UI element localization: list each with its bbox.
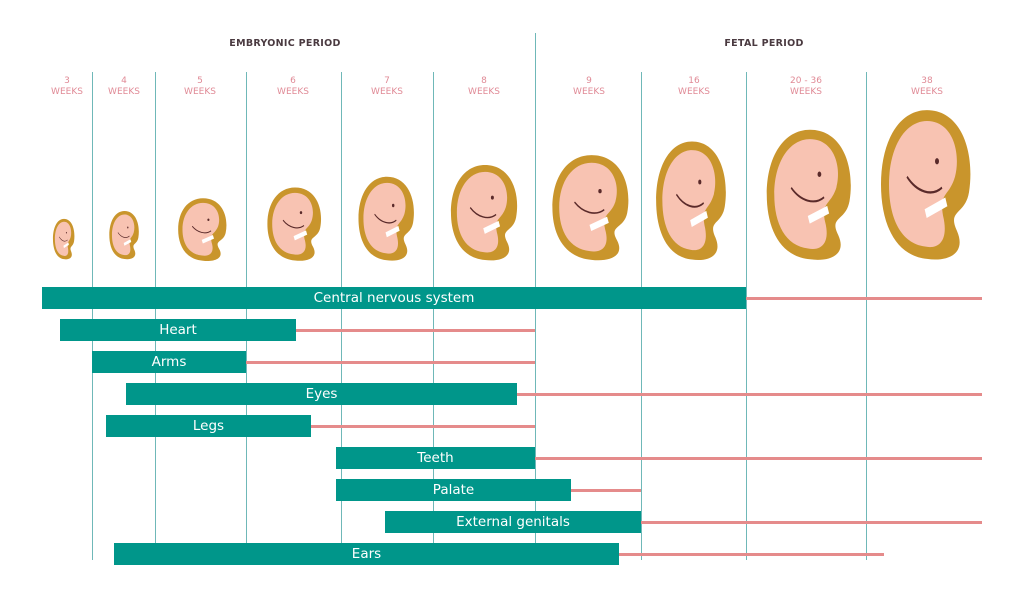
less-sensitive-period-line: [641, 521, 982, 524]
fetus-illustration: [552, 155, 629, 261]
stage-unit: WEEKS: [51, 87, 83, 97]
stage-label: 7 WEEKS: [371, 76, 403, 98]
fetus-illustration: [52, 218, 75, 260]
fetus-illustration: [766, 129, 851, 260]
stage-number: 20 - 36: [790, 76, 822, 86]
stage-unit: WEEKS: [108, 87, 140, 97]
critical-period-bar: Legs: [106, 415, 311, 437]
stage-number: 6: [290, 76, 296, 86]
critical-period-bar: Ears: [114, 543, 619, 565]
critical-period-bar: Arms: [92, 351, 246, 373]
critical-period-bar: Teeth: [336, 447, 535, 469]
critical-period-bar: Eyes: [126, 383, 517, 405]
critical-period-bar: External genitals: [385, 511, 641, 533]
stage-label: 4 WEEKS: [108, 76, 140, 98]
less-sensitive-period-line: [535, 457, 982, 460]
period-label-fetal: FETAL PERIOD: [724, 38, 804, 49]
less-sensitive-period-line: [311, 425, 535, 428]
stage-label: 6 WEEKS: [277, 76, 309, 98]
column-divider: [155, 72, 156, 560]
fetus-illustration: [358, 176, 414, 261]
stage-number: 9: [586, 76, 592, 86]
stage-unit: WEEKS: [468, 87, 500, 97]
stage-label: 16 WEEKS: [678, 76, 710, 98]
less-sensitive-period-line: [296, 329, 535, 332]
critical-period-bar: Palate: [336, 479, 571, 501]
stage-number: 16: [688, 76, 700, 86]
column-divider: [92, 72, 93, 560]
fetus-illustration: [267, 187, 322, 261]
stage-label: 20 - 36 WEEKS: [790, 76, 822, 98]
less-sensitive-period-line: [571, 489, 641, 492]
stage-label: 5 WEEKS: [184, 76, 216, 98]
fetus-illustration: [109, 211, 139, 260]
period-label-embryonic: EMBRYONIC PERIOD: [229, 38, 341, 49]
fetus-illustration: [450, 164, 518, 261]
less-sensitive-period-line: [746, 297, 982, 300]
stage-unit: WEEKS: [790, 87, 822, 97]
column-divider: [641, 72, 642, 560]
column-divider: [246, 72, 247, 560]
less-sensitive-period-line: [517, 393, 982, 396]
stage-unit: WEEKS: [573, 87, 605, 97]
stage-number: 38: [921, 76, 933, 86]
column-divider: [746, 72, 747, 560]
stage-unit: WEEKS: [911, 87, 943, 97]
column-divider: [341, 72, 342, 560]
fetus-illustration: [881, 110, 971, 260]
fetus-illustration: [178, 198, 227, 261]
stage-number: 3: [64, 76, 70, 86]
critical-period-bar: Heart: [60, 319, 296, 341]
less-sensitive-period-line: [246, 361, 535, 364]
column-divider: [866, 72, 867, 560]
stage-label: 9 WEEKS: [573, 76, 605, 98]
stage-number: 4: [121, 76, 127, 86]
stage-number: 8: [481, 76, 487, 86]
stage-label: 38 WEEKS: [911, 76, 943, 98]
stage-unit: WEEKS: [277, 87, 309, 97]
stage-unit: WEEKS: [678, 87, 710, 97]
stage-unit: WEEKS: [371, 87, 403, 97]
stage-unit: WEEKS: [184, 87, 216, 97]
stage-label: 8 WEEKS: [468, 76, 500, 98]
stage-number: 5: [197, 76, 203, 86]
critical-period-bar: Central nervous system: [42, 287, 746, 309]
fetus-illustration: [656, 141, 726, 261]
column-divider: [433, 72, 434, 560]
less-sensitive-period-line: [619, 553, 884, 556]
stage-number: 7: [384, 76, 390, 86]
stage-label: 3 WEEKS: [51, 76, 83, 98]
